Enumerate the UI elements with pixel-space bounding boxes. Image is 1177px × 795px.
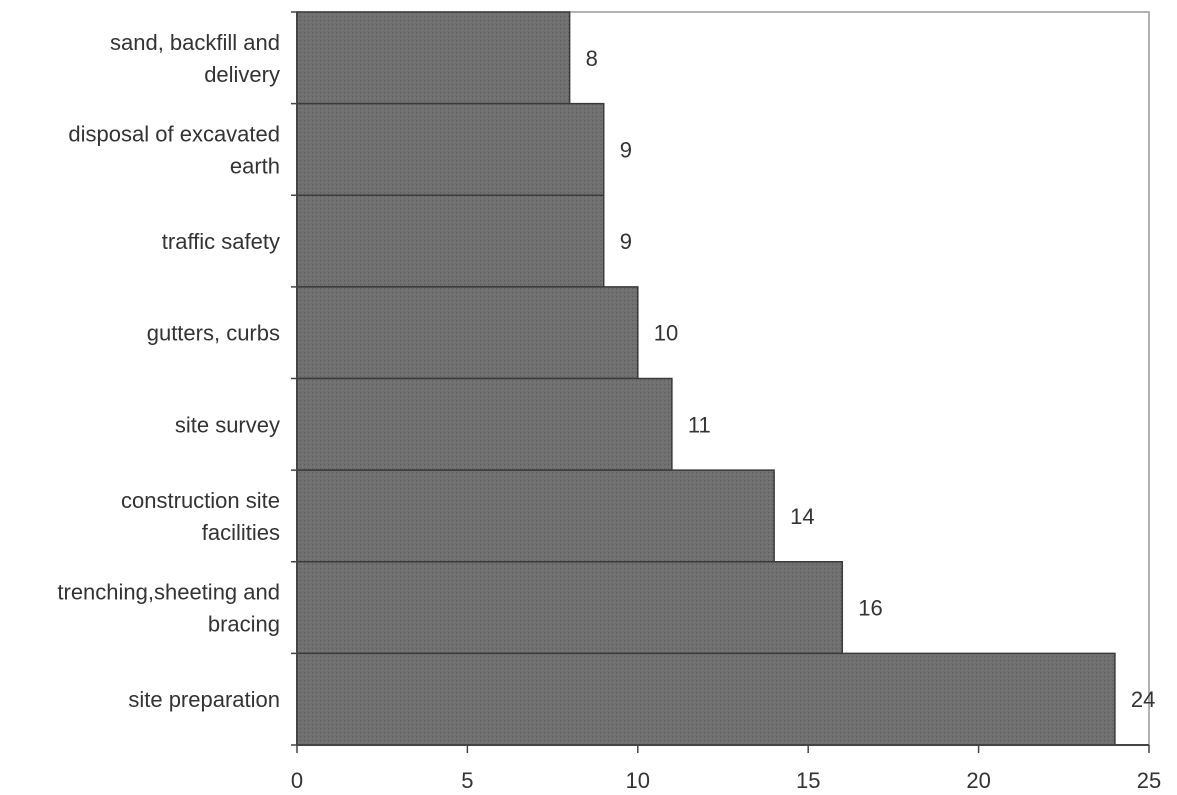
bar xyxy=(296,286,639,380)
category-label: earth xyxy=(230,153,280,178)
category-label: facilities xyxy=(202,520,280,545)
bar xyxy=(296,561,844,655)
bar xyxy=(296,102,605,196)
category-label: bracing xyxy=(208,612,280,637)
data-label: 11 xyxy=(688,412,711,437)
x-tick-label: 0 xyxy=(291,768,303,793)
category-label: gutters, curbs xyxy=(147,321,280,346)
category-label: delivery xyxy=(204,62,280,87)
data-label: 14 xyxy=(790,504,814,529)
bar xyxy=(296,11,571,105)
category-label: construction site xyxy=(121,488,280,513)
x-tick-label: 25 xyxy=(1137,768,1161,793)
category-label: trenching,sheeting and xyxy=(57,580,280,605)
data-label: 10 xyxy=(654,321,678,346)
category-label: site survey xyxy=(175,412,280,437)
category-label: disposal of excavated xyxy=(68,121,280,146)
data-label: 9 xyxy=(620,229,632,254)
bar xyxy=(296,652,1116,746)
x-tick-label: 20 xyxy=(966,768,990,793)
bar xyxy=(296,469,775,563)
bar xyxy=(296,377,673,471)
bar xyxy=(296,194,605,288)
category-label: traffic safety xyxy=(162,229,280,254)
data-label: 16 xyxy=(858,596,882,621)
data-label: 9 xyxy=(620,137,632,162)
data-label: 8 xyxy=(586,46,598,71)
category-label: sand, backfill and xyxy=(110,30,280,55)
category-label: site preparation xyxy=(128,687,280,712)
x-tick-label: 15 xyxy=(796,768,820,793)
data-label: 24 xyxy=(1131,687,1155,712)
x-tick-label: 5 xyxy=(461,768,473,793)
x-tick-label: 10 xyxy=(626,768,650,793)
